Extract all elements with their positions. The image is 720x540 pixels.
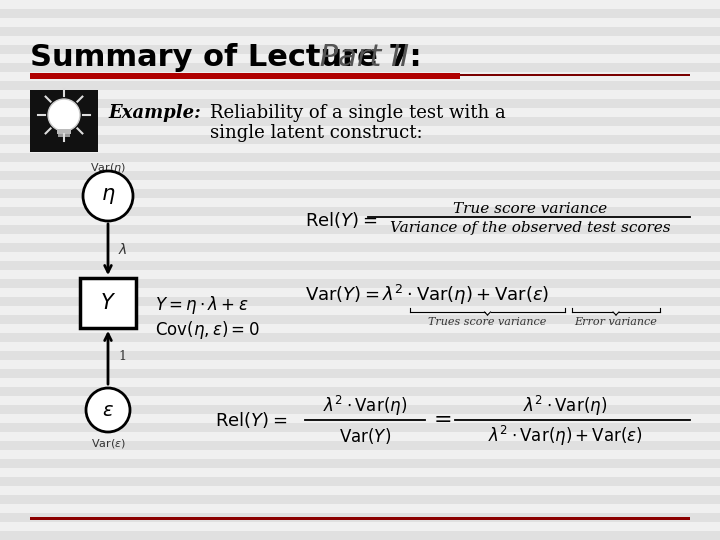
Text: Example:: Example:	[108, 104, 201, 122]
Text: $\mathrm{Rel}(Y) = $: $\mathrm{Rel}(Y) = $	[215, 410, 287, 430]
Text: Trues score variance: Trues score variance	[428, 317, 546, 327]
Text: Var($\eta$): Var($\eta$)	[90, 161, 126, 175]
Bar	[0, 522, 720, 531]
Bar	[30, 517, 690, 520]
Bar	[0, 54, 720, 63]
Text: $Y$: $Y$	[100, 293, 116, 313]
Bar	[0, 306, 720, 315]
Bar	[0, 360, 720, 369]
Bar	[0, 234, 720, 243]
Bar	[0, 504, 720, 513]
Bar	[0, 198, 720, 207]
Bar	[58, 134, 70, 137]
Bar	[0, 486, 720, 495]
Bar	[0, 324, 720, 333]
Text: Var($\varepsilon$): Var($\varepsilon$)	[91, 436, 125, 449]
Circle shape	[86, 388, 130, 432]
Text: $\mathrm{Var}(Y) = \lambda^2 \cdot \mathrm{Var}(\eta) + \mathrm{Var}(\varepsilon: $\mathrm{Var}(Y) = \lambda^2 \cdot \math…	[305, 283, 549, 307]
Text: Variance of the observed test scores: Variance of the observed test scores	[390, 221, 670, 235]
Text: Part II: Part II	[310, 43, 409, 71]
Text: =: =	[433, 410, 452, 430]
Text: $\varepsilon$: $\varepsilon$	[102, 401, 114, 420]
Bar	[0, 396, 720, 405]
Bar	[460, 74, 690, 76]
Text: Summary of Lecture 7:: Summary of Lecture 7:	[30, 43, 422, 71]
Bar	[0, 270, 720, 279]
Bar	[0, 414, 720, 423]
Bar	[0, 432, 720, 441]
Bar	[0, 18, 720, 27]
Text: $\mathrm{Rel}(Y) = $: $\mathrm{Rel}(Y) = $	[305, 210, 377, 230]
Bar	[0, 450, 720, 459]
Bar	[30, 73, 460, 79]
Bar	[0, 72, 720, 81]
Text: $\mathrm{Var}(Y)$: $\mathrm{Var}(Y)$	[339, 426, 391, 446]
Bar	[0, 216, 720, 225]
Text: $\lambda^2 \cdot \mathrm{Var}(\eta)$: $\lambda^2 \cdot \mathrm{Var}(\eta)$	[523, 394, 607, 418]
Text: $\lambda$: $\lambda$	[118, 241, 127, 256]
Text: $Y = \eta \cdot \lambda + \varepsilon$: $Y = \eta \cdot \lambda + \varepsilon$	[155, 294, 248, 316]
Text: single latent construct:: single latent construct:	[210, 124, 423, 142]
Text: $\mathrm{Cov}(\eta, \varepsilon) = 0$: $\mathrm{Cov}(\eta, \varepsilon) = 0$	[155, 319, 259, 341]
Bar	[0, 90, 720, 99]
Text: $\eta$: $\eta$	[101, 186, 115, 206]
Bar	[0, 162, 720, 171]
Bar	[0, 180, 720, 189]
Bar	[0, 252, 720, 261]
Circle shape	[48, 99, 80, 131]
Bar	[0, 126, 720, 135]
Text: $\lambda^2 \cdot \mathrm{Var}(\eta) + \mathrm{Var}(\varepsilon)$: $\lambda^2 \cdot \mathrm{Var}(\eta) + \m…	[487, 424, 642, 448]
Bar	[0, 0, 720, 9]
Bar	[0, 288, 720, 297]
Circle shape	[83, 171, 133, 221]
Bar	[30, 90, 98, 152]
Bar	[0, 468, 720, 477]
Bar	[0, 378, 720, 387]
Bar	[0, 144, 720, 153]
Text: True score variance: True score variance	[453, 202, 607, 216]
Bar	[0, 342, 720, 351]
Text: 1: 1	[118, 349, 126, 362]
Text: Reliability of a single test with a: Reliability of a single test with a	[210, 104, 505, 122]
Text: Error variance: Error variance	[575, 317, 657, 327]
Text: $\lambda^2 \cdot \mathrm{Var}(\eta)$: $\lambda^2 \cdot \mathrm{Var}(\eta)$	[323, 394, 407, 418]
Bar	[0, 108, 720, 117]
Bar	[0, 36, 720, 45]
Bar	[57, 129, 71, 134]
Bar	[80, 278, 136, 328]
